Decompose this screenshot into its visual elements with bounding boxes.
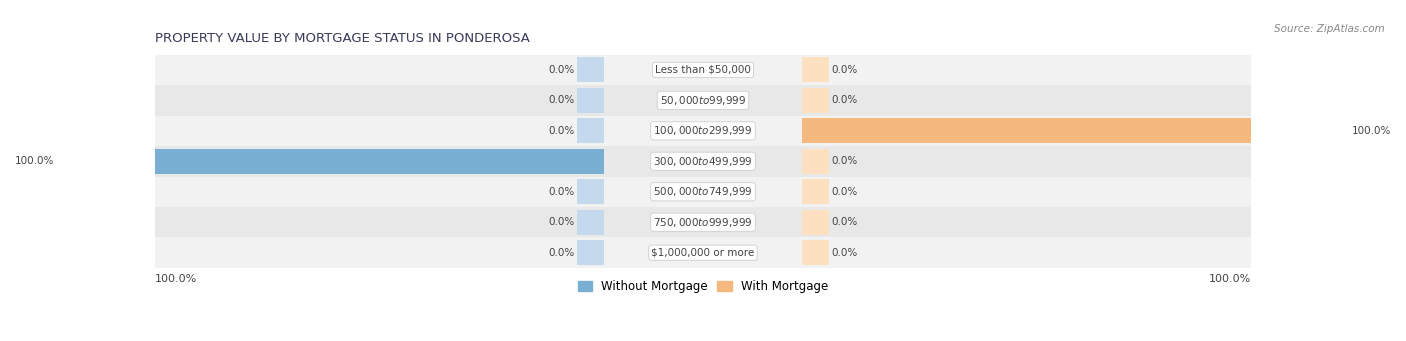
Text: 100.0%: 100.0%	[1209, 274, 1251, 284]
Text: $500,000 to $749,999: $500,000 to $749,999	[654, 185, 752, 198]
Text: 0.0%: 0.0%	[548, 217, 574, 227]
Bar	[801, 240, 830, 265]
Bar	[576, 88, 605, 113]
Text: 100.0%: 100.0%	[14, 156, 53, 166]
Text: 0.0%: 0.0%	[832, 248, 858, 258]
Bar	[155, 85, 1251, 116]
Bar	[155, 207, 1251, 237]
Bar	[155, 146, 1251, 177]
Text: 0.0%: 0.0%	[548, 65, 574, 75]
Text: 0.0%: 0.0%	[548, 248, 574, 258]
Text: 0.0%: 0.0%	[548, 95, 574, 105]
Text: $1,000,000 or more: $1,000,000 or more	[651, 248, 755, 258]
Bar	[56, 149, 605, 174]
Text: Less than $50,000: Less than $50,000	[655, 65, 751, 75]
Bar	[155, 177, 1251, 207]
Text: $300,000 to $499,999: $300,000 to $499,999	[654, 155, 752, 168]
Legend: Without Mortgage, With Mortgage: Without Mortgage, With Mortgage	[574, 276, 832, 298]
Text: 0.0%: 0.0%	[548, 187, 574, 197]
Bar	[576, 210, 605, 235]
Bar	[801, 179, 830, 204]
Text: 0.0%: 0.0%	[832, 95, 858, 105]
Bar	[801, 149, 830, 174]
Text: 0.0%: 0.0%	[832, 217, 858, 227]
Text: 0.0%: 0.0%	[832, 65, 858, 75]
Bar	[576, 57, 605, 83]
Text: $750,000 to $999,999: $750,000 to $999,999	[654, 216, 752, 229]
Bar	[576, 240, 605, 265]
Bar	[801, 118, 1350, 143]
Bar	[801, 210, 830, 235]
Bar	[155, 237, 1251, 268]
Text: PROPERTY VALUE BY MORTGAGE STATUS IN PONDEROSA: PROPERTY VALUE BY MORTGAGE STATUS IN PON…	[155, 32, 530, 45]
Text: 0.0%: 0.0%	[832, 156, 858, 166]
Bar	[576, 179, 605, 204]
Text: 0.0%: 0.0%	[832, 187, 858, 197]
Bar	[155, 55, 1251, 85]
Bar	[801, 57, 830, 83]
Text: 100.0%: 100.0%	[155, 274, 197, 284]
Text: 0.0%: 0.0%	[548, 126, 574, 136]
Bar	[155, 116, 1251, 146]
Text: 100.0%: 100.0%	[1353, 126, 1392, 136]
Text: Source: ZipAtlas.com: Source: ZipAtlas.com	[1274, 24, 1385, 34]
Text: $100,000 to $299,999: $100,000 to $299,999	[654, 124, 752, 137]
Text: $50,000 to $99,999: $50,000 to $99,999	[659, 94, 747, 107]
Bar	[801, 88, 830, 113]
Bar	[576, 118, 605, 143]
